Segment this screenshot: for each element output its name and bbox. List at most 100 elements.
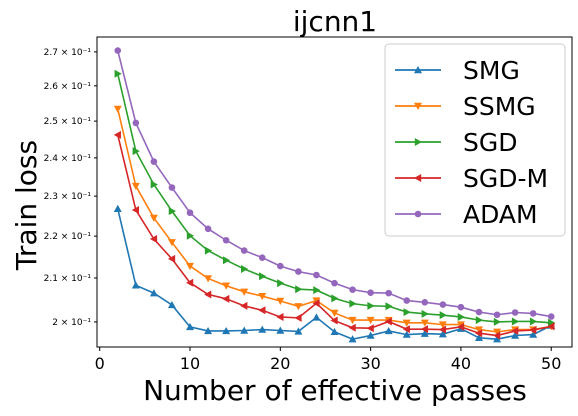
data-point <box>457 312 465 321</box>
y-tick-label: 2.7 × 10⁻¹ <box>44 48 92 58</box>
data-point <box>204 225 212 233</box>
y-tick-label: 2 × 10⁻¹ <box>52 318 91 328</box>
data-point <box>331 279 338 287</box>
data-point <box>276 312 284 321</box>
legend-item: SGD <box>395 128 518 157</box>
y-tick-label: 2.4 × 10⁻¹ <box>44 154 92 164</box>
x-tick-label: 20 <box>270 354 290 373</box>
data-point <box>547 313 555 320</box>
data-point <box>150 158 158 165</box>
legend-label: SMG <box>463 56 520 85</box>
data-point <box>547 322 555 331</box>
data-point <box>294 313 302 322</box>
x-axis: 0 10 20 30 40 50 <box>95 347 561 373</box>
data-point <box>167 239 176 247</box>
legend-item: SGD-M <box>395 164 548 193</box>
data-point <box>277 279 285 288</box>
data-point <box>511 317 520 326</box>
x-tick-label: 40 <box>451 354 471 373</box>
legend-label: SSMG <box>463 92 536 121</box>
data-point <box>474 326 483 334</box>
data-point <box>277 262 284 270</box>
data-point <box>493 331 501 340</box>
data-point <box>384 317 392 326</box>
data-point <box>348 316 357 325</box>
data-point <box>439 311 447 320</box>
data-point <box>366 316 375 325</box>
data-point <box>456 322 465 331</box>
data-point <box>258 254 266 261</box>
legend-swatch-marker <box>414 66 422 74</box>
data-point <box>438 325 447 334</box>
data-point <box>529 317 538 326</box>
data-point <box>258 306 266 315</box>
data-point <box>294 327 303 335</box>
series-smg <box>113 204 556 343</box>
data-point <box>204 326 213 335</box>
legend-item: SMG <box>395 56 520 85</box>
data-point <box>168 207 176 216</box>
data-point <box>186 278 194 287</box>
data-point <box>186 231 195 240</box>
data-point <box>475 308 483 316</box>
plot-area <box>113 47 556 343</box>
legend-label: SGD <box>463 128 518 157</box>
data-point <box>276 326 285 334</box>
data-point <box>511 309 519 316</box>
data-point <box>366 324 374 333</box>
data-point <box>222 256 231 265</box>
data-point <box>457 303 465 311</box>
y-axis-label: Train loss <box>10 140 43 271</box>
data-point <box>420 329 429 337</box>
data-point <box>204 290 212 299</box>
data-point <box>240 326 249 334</box>
data-point <box>529 326 537 335</box>
legend-label: ADAM <box>463 200 538 229</box>
data-point <box>330 316 338 325</box>
data-point <box>366 331 375 339</box>
data-point <box>348 335 357 343</box>
data-point <box>312 313 321 321</box>
data-point <box>385 289 392 297</box>
data-point <box>295 285 303 294</box>
data-point <box>493 317 502 326</box>
data-point <box>186 262 195 271</box>
legend-swatch-marker <box>414 174 422 182</box>
data-point <box>312 299 320 308</box>
data-point <box>222 294 230 303</box>
data-point <box>421 299 429 306</box>
data-point <box>222 282 231 290</box>
data-point <box>132 147 140 156</box>
data-point <box>114 47 122 54</box>
legend-swatch-marker <box>414 138 422 146</box>
data-point <box>240 247 248 254</box>
data-point <box>348 323 356 332</box>
data-point <box>548 318 556 327</box>
data-point <box>439 301 447 308</box>
data-point <box>240 265 249 274</box>
data-point <box>529 310 537 317</box>
data-point <box>113 204 122 212</box>
data-point <box>330 327 339 336</box>
legend: SMG SSMG SGD SGD-M ADAM <box>384 43 566 237</box>
data-point <box>131 281 140 289</box>
data-point <box>114 69 122 78</box>
data-point <box>474 333 483 341</box>
data-point <box>349 286 356 293</box>
data-point <box>312 297 321 305</box>
y-axis: 2 × 10⁻¹ 2.1 × 10⁻¹ 2.2 × 10⁻¹ 2.3 × 10⁻¹ 2.… <box>44 48 97 328</box>
legend-swatch-marker <box>414 102 422 110</box>
data-point <box>367 301 375 310</box>
data-point <box>258 292 267 301</box>
data-point <box>131 205 140 214</box>
y-tick-label: 2.5 × 10⁻¹ <box>44 117 92 127</box>
data-point <box>438 321 447 329</box>
data-point <box>167 254 176 263</box>
y-tick-label: 2.3 × 10⁻¹ <box>44 192 92 202</box>
data-point <box>384 326 393 335</box>
data-point <box>131 182 140 191</box>
data-point <box>420 319 429 327</box>
chart-title: ijcnn1 <box>293 5 377 38</box>
